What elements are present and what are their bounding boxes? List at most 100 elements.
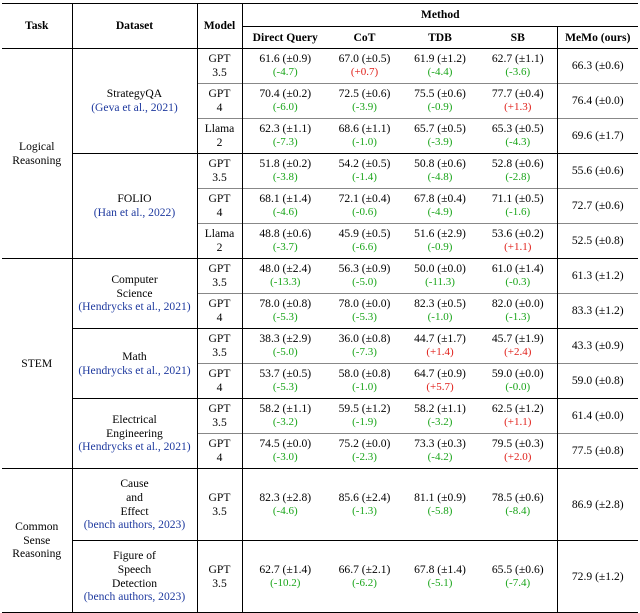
score-value: 62.7 (±1.4) [259, 562, 312, 576]
score-cell: 61.6 (±0.9) (-4.7) [242, 48, 328, 84]
dataset-name: Detection [111, 576, 158, 590]
model-label: GPT [208, 562, 231, 576]
score-delta: (+1.1) [504, 241, 532, 253]
dataset-citation: (Hendrycks et al., 2021) [78, 363, 191, 377]
model-cell: Llama 2 [197, 223, 243, 259]
score-value: 75.2 (±0.0) [338, 437, 391, 451]
model-label: GPT [208, 52, 231, 66]
score-value: 68.6 (±1.1) [338, 122, 391, 136]
score-cell: 65.7 (±0.5) (-3.9) [401, 118, 479, 154]
score-value: 82.0 (±0.0) [491, 297, 544, 311]
dataset-name: and [126, 490, 143, 504]
score-delta: (-13.3) [270, 276, 301, 288]
dataset-name: Figure of [113, 548, 156, 562]
score-delta: (-10.2) [270, 576, 301, 589]
score-value: 56.3 (±0.9) [338, 262, 391, 276]
table-row: GPT 4 70.4 (±0.2) (-6.0) 72.5 (±0.6) (-3.9) 75… [2, 83, 639, 119]
score-cell: 50.0 (±0.0) (-11.3) [401, 258, 479, 294]
model-cell: GPT 4 [197, 433, 243, 469]
score-delta: (-0.9) [427, 241, 453, 253]
score-value: 82.3 (±0.5) [414, 297, 466, 311]
table-row: Figure of Speech Detection (bench authors, … [2, 540, 639, 613]
memo-score: 66.3 (±0.6) [556, 48, 639, 84]
score-delta: (-3.9) [427, 136, 453, 148]
table-row: GPT 4 53.7 (±0.5) (-5.3) 58.0 (±0.8) (-1.0) 64… [2, 363, 639, 399]
score-cell: 53.6 (±0.2) (+1.1) [479, 223, 557, 259]
score-delta: (-1.0) [427, 311, 453, 323]
table-row: GPT 4 68.1 (±1.4) (-4.6) 72.1 (±0.4) (-0.6) 67… [2, 188, 639, 224]
dataset-citation: (Hendrycks et al., 2021) [78, 440, 191, 454]
score-delta: (-5.3) [272, 311, 298, 323]
score-cell: 38.3 (±2.9) (-5.0) [242, 328, 328, 364]
header-sb: SB [479, 26, 557, 49]
header-cot: CoT [328, 26, 401, 49]
score-cell: 59.0 (±0.0) (-0.0) [479, 363, 557, 399]
score-value: 67.8 (±0.4) [414, 192, 466, 206]
score-value: 77.7 (±0.4) [491, 87, 544, 101]
score-value: 78.5 (±0.6) [491, 490, 544, 504]
dataset-name: Electrical [112, 412, 157, 426]
score-delta: (-7.4) [505, 576, 531, 589]
model-label: 3.5 [212, 346, 227, 359]
header-memo: MeMo (ours) [556, 26, 639, 49]
task-label: Common [15, 519, 59, 533]
score-cell: 58.0 (±0.8) (-1.0) [328, 363, 401, 399]
score-value: 48.0 (±2.4) [259, 262, 312, 276]
score-value: 66.7 (±2.1) [338, 562, 391, 576]
score-cell: 66.7 (±2.1) (-6.2) [328, 540, 401, 613]
task-label: Logical [19, 139, 55, 153]
dataset-name: Science [116, 286, 153, 300]
score-cell: 36.0 (±0.8) (-7.3) [328, 328, 401, 364]
score-delta: (-4.7) [272, 66, 298, 78]
task-cell: Logical Reasoning [2, 48, 73, 259]
score-delta: (-4.3) [505, 136, 531, 148]
score-value: 51.6 (±2.9) [414, 227, 466, 241]
score-value: 67.0 (±0.5) [338, 52, 391, 66]
task-label: Reasoning [12, 547, 62, 561]
score-value: 64.7 (±0.9) [414, 367, 466, 381]
score-cell: 81.1 (±0.9) (-5.8) [401, 468, 479, 541]
model-cell: GPT 3.5 [197, 48, 243, 84]
score-cell: 61.9 (±1.2) (-4.4) [401, 48, 479, 84]
model-label: GPT [208, 262, 231, 276]
score-delta: (-3.8) [272, 171, 298, 183]
score-delta: (-4.2) [427, 451, 453, 463]
model-label: 3.5 [212, 171, 227, 184]
table-row: Common Sense Reasoning Cause and Effect (bench… [2, 468, 639, 613]
score-value: 65.5 (±0.6) [491, 562, 544, 576]
score-value: 58.2 (±1.1) [259, 402, 312, 416]
score-cell: 59.5 (±1.2) (-1.9) [328, 398, 401, 434]
score-delta: (-1.0) [352, 136, 377, 148]
score-value: 72.1 (±0.4) [338, 192, 391, 206]
score-delta: (-6.6) [352, 241, 377, 253]
score-value: 50.8 (±0.6) [414, 157, 466, 171]
score-delta: (+5.7) [426, 381, 454, 393]
score-delta: (-5.0) [272, 346, 298, 358]
score-cell: 82.0 (±0.0) (-1.3) [479, 293, 557, 329]
score-delta: (-1.3) [352, 504, 377, 517]
score-cell: 45.9 (±0.5) (-6.6) [328, 223, 401, 259]
score-value: 72.5 (±0.6) [338, 87, 391, 101]
score-value: 65.7 (±0.5) [414, 122, 466, 136]
model-label: 3.5 [212, 66, 227, 79]
score-delta: (-4.4) [427, 66, 453, 78]
table-row: GPT 4 74.5 (±0.0) (-3.0) 75.2 (±0.0) (-2.3) 73… [2, 433, 639, 469]
dataset-name: Speech [117, 562, 152, 576]
score-cell: 71.1 (±0.5) (-1.6) [479, 188, 557, 224]
score-delta: (-11.3) [425, 276, 455, 288]
model-cell: GPT 3.5 [197, 398, 243, 434]
score-delta: (-1.4) [352, 171, 377, 183]
score-cell: 51.6 (±2.9) (-0.9) [401, 223, 479, 259]
dataset-cell: Computer Science (Hendrycks et al., 2021) [72, 258, 198, 329]
table-row: Llama 2 62.3 (±1.1) (-7.3) 68.6 (±1.1) (-1.0)… [2, 118, 639, 154]
dataset-citation: (Hendrycks et al., 2021) [78, 300, 191, 314]
model-cell: GPT 4 [197, 188, 243, 224]
score-delta: (-4.8) [427, 171, 453, 183]
score-cell: 77.7 (±0.4) (+1.3) [479, 83, 557, 119]
score-value: 48.8 (±0.6) [259, 227, 312, 241]
score-cell: 50.8 (±0.6) (-4.8) [401, 153, 479, 189]
score-cell: 54.2 (±0.5) (-1.4) [328, 153, 401, 189]
score-delta: (-7.3) [272, 136, 298, 148]
score-delta: (-1.3) [505, 311, 531, 323]
score-delta: (-3.0) [272, 451, 298, 463]
